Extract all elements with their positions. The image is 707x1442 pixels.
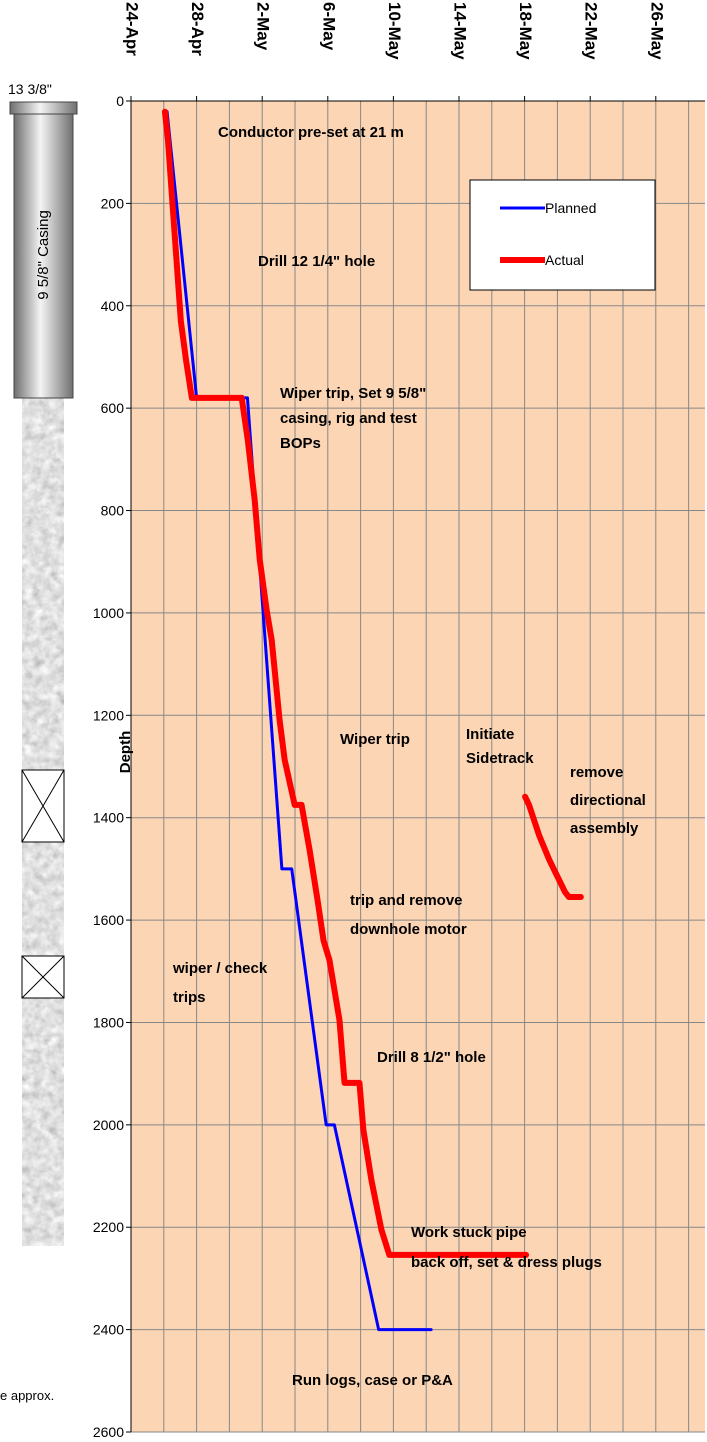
x-tick-label: 18-May <box>516 2 535 60</box>
annotation: Initiate <box>466 726 514 743</box>
y-tick-label: 1000 <box>93 605 124 621</box>
chart: 24-Apr 28-Apr 2-May 6-May 10-May 14-May 18-May… <box>0 0 707 1442</box>
y-tick-label: 200 <box>101 195 125 211</box>
y-tick-label: 1400 <box>93 810 124 826</box>
legend-label: Planned <box>545 200 596 216</box>
casing-label: 9 5/8" Casing <box>35 210 52 300</box>
x-tick-label: 22-May <box>582 2 601 60</box>
footnote: e approx. <box>0 1388 54 1403</box>
annotation: trip and remove <box>350 892 463 909</box>
annotation: assembly <box>570 820 639 837</box>
annotation: Wiper trip <box>340 731 410 748</box>
packer <box>22 770 64 842</box>
annotation: trips <box>173 989 206 1006</box>
y-tick-label: 800 <box>101 503 125 519</box>
x-tick-label: 28-Apr <box>188 2 207 56</box>
y-tick-label: 600 <box>101 400 125 416</box>
casing-head <box>10 102 77 114</box>
legend-label: Actual <box>545 252 584 268</box>
legend-box <box>470 180 655 290</box>
well-schematic: 13 3/8" 9 5/8" Casing e approx. <box>0 81 77 1403</box>
annotation: directional <box>570 792 646 809</box>
annotation: BOPs <box>280 435 321 452</box>
annotation: Sidetrack <box>466 750 534 767</box>
x-tick-label: 26-May <box>647 2 666 60</box>
y-axis-label: Depth <box>117 731 134 774</box>
y-tick-label: 2600 <box>93 1424 124 1440</box>
y-tick-label: 400 <box>101 298 125 314</box>
annotation: Run logs, case or P&A <box>292 1372 453 1389</box>
annotation: Drill 8 1/2" hole <box>377 1049 486 1066</box>
y-tick-label: 1800 <box>93 1014 124 1030</box>
y-tick-label: 2400 <box>93 1322 124 1338</box>
casing-size: 13 3/8" <box>8 81 52 97</box>
y-tick-label: 0 <box>116 93 124 109</box>
x-tick-label: 2-May <box>254 2 273 51</box>
annotation: Work stuck pipe <box>411 1224 527 1241</box>
x-tick-label: 10-May <box>385 2 404 60</box>
annotation: wiper / check <box>172 960 268 977</box>
y-tick-label: 2200 <box>93 1219 124 1235</box>
y-tick-label: 1600 <box>93 912 124 928</box>
x-tick-label: 6-May <box>319 2 338 51</box>
annotation: Conductor pre-set at 21 m <box>218 124 404 141</box>
y-tick-label: 2000 <box>93 1117 124 1133</box>
x-tick-label: 24-Apr <box>123 2 142 56</box>
annotation: casing, rig and test <box>280 410 417 427</box>
packer <box>22 956 64 998</box>
annotation: Wiper trip, Set 9 5/8" <box>280 385 426 402</box>
y-tick-label: 1200 <box>93 707 124 723</box>
annotation: Drill 12 1/4" hole <box>258 253 375 270</box>
annotation: remove <box>570 764 623 781</box>
annotation: back off, set & dress plugs <box>411 1254 602 1271</box>
x-tick-label: 14-May <box>451 2 470 60</box>
annotation: downhole motor <box>350 921 467 938</box>
